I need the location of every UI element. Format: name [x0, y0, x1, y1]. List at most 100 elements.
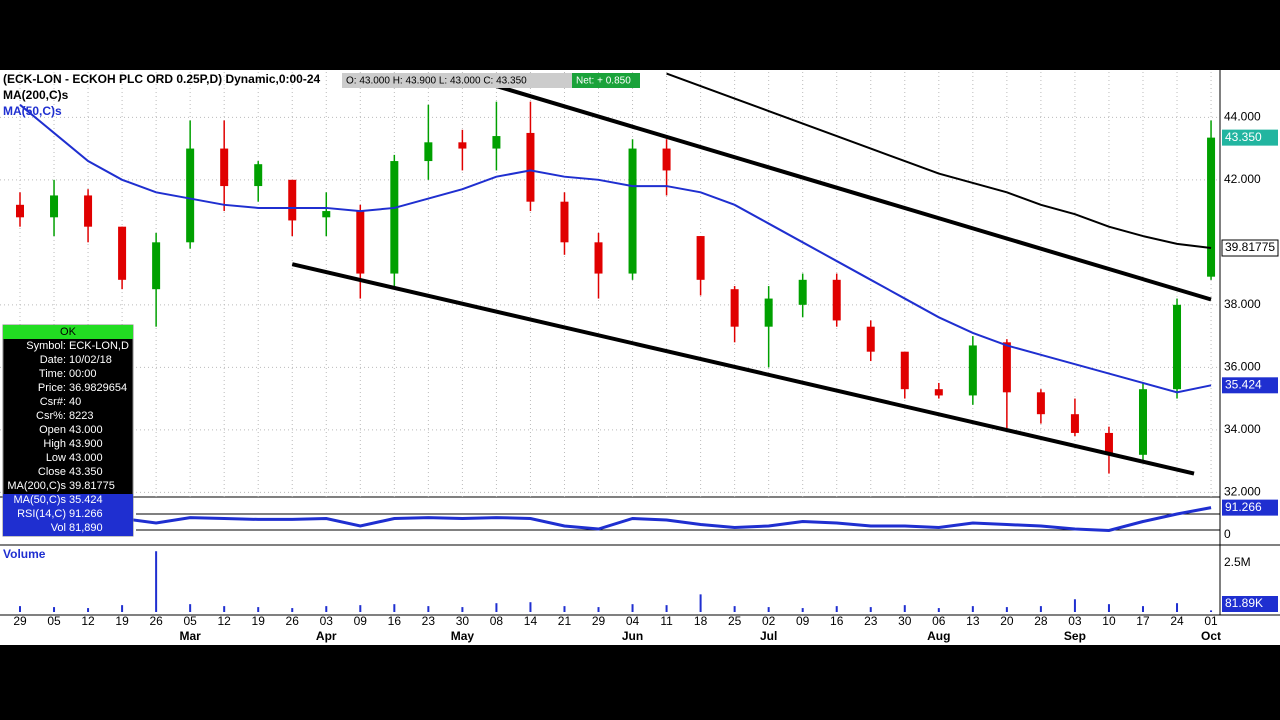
volume-bar — [121, 605, 124, 612]
y-tick-label: 44.000 — [1224, 109, 1261, 123]
volume-bar — [631, 604, 634, 612]
candle-body — [1138, 389, 1147, 455]
volume-bar — [1005, 607, 1008, 612]
x-tick-label: 23 — [864, 614, 878, 628]
dw-value: 8223 — [69, 410, 93, 422]
value-box — [1222, 129, 1278, 146]
x-tick-label: 03 — [320, 614, 334, 628]
ma-line — [666, 72, 1212, 250]
candle-body — [526, 132, 535, 202]
volume-bar — [393, 604, 396, 612]
dw-label: Price: — [38, 382, 66, 394]
candle-body — [900, 351, 909, 390]
volume-bar — [257, 607, 260, 612]
candle-body — [16, 204, 24, 218]
candle-body — [118, 226, 127, 280]
candle-body — [934, 389, 943, 396]
volume-bar — [189, 604, 192, 612]
x-tick-label: 24 — [1170, 614, 1184, 628]
dw-value: 40 — [69, 396, 81, 408]
x-tick-label: 09 — [796, 614, 810, 628]
legend-entry: MA(200,C)s — [3, 88, 69, 102]
volume-bar — [291, 608, 294, 612]
value-label: 91.266 — [1225, 500, 1262, 514]
quote-bar — [342, 73, 572, 88]
value-label: 35.424 — [1225, 377, 1262, 391]
volume-bar — [223, 606, 226, 612]
candle-body — [1070, 414, 1079, 433]
month-label: May — [451, 629, 475, 643]
quote-text: O: 43.000 H: 43.900 L: 43.000 C: 43.350 — [346, 76, 527, 87]
volume-bar — [1210, 610, 1213, 612]
volume-bar — [1039, 606, 1042, 612]
dw-label: Csr#: — [40, 396, 66, 408]
dw-value: 36.9829654 — [69, 382, 127, 394]
x-tick-label: 28 — [1034, 614, 1048, 628]
month-label: Jul — [760, 629, 777, 643]
candle-body — [84, 195, 93, 227]
candle-body — [832, 279, 841, 321]
x-tick-label: 17 — [1136, 614, 1150, 628]
dw-label: High — [43, 438, 66, 450]
volume-bar — [665, 605, 668, 612]
plot-area — [0, 72, 1220, 612]
x-tick-label: 05 — [183, 614, 197, 628]
candle-body — [696, 236, 705, 280]
month-label: Mar — [179, 629, 201, 643]
x-tick-label: 23 — [422, 614, 436, 628]
x-tick-label: 12 — [218, 614, 232, 628]
month-label: Apr — [316, 629, 337, 643]
value-box — [1222, 377, 1278, 394]
candle-body — [424, 142, 433, 162]
net-box — [572, 73, 640, 88]
x-tick-label: 26 — [149, 614, 163, 628]
x-tick-label: 06 — [932, 614, 946, 628]
volume-bar — [359, 605, 362, 612]
volume-bar — [53, 607, 56, 612]
x-tick-label: 16 — [830, 614, 844, 628]
trendline — [291, 262, 1195, 476]
x-tick-label: 11 — [660, 614, 673, 628]
candle-body — [628, 148, 637, 274]
y-tick-label: 0 — [1224, 527, 1231, 541]
dw-label: Time: — [39, 368, 66, 380]
x-tick-label: 05 — [47, 614, 61, 628]
value-box — [1222, 596, 1278, 612]
candle-body — [288, 179, 297, 221]
dw-label: MA(50,C)s — [13, 494, 66, 506]
x-tick-label: 18 — [694, 614, 708, 628]
value-box — [1222, 499, 1278, 516]
y-tick-label: 34.000 — [1224, 422, 1261, 436]
candle-body — [560, 201, 569, 243]
dw-value: 91.266 — [69, 508, 103, 520]
status-text: OK — [60, 326, 77, 338]
net-text: Net: + 0.850 — [576, 76, 631, 87]
x-tick-label: 25 — [728, 614, 742, 628]
x-tick-label: 09 — [354, 614, 368, 628]
candle-body — [492, 136, 501, 149]
volume-bar — [1107, 604, 1110, 612]
candle-body — [220, 148, 229, 187]
volume-bar — [1176, 603, 1179, 612]
volume-bar — [325, 606, 328, 612]
volume-bar — [767, 607, 770, 612]
chart-background — [0, 70, 1280, 645]
dw-label: Csr%: — [36, 410, 66, 422]
candle-body — [968, 345, 977, 396]
data-window-blue — [3, 494, 133, 536]
x-tick-label: 30 — [456, 614, 470, 628]
x-tick-label: 04 — [626, 614, 640, 628]
x-tick-label: 01 — [1204, 614, 1218, 628]
volume-bar — [155, 551, 158, 612]
y-tick-label: 32.000 — [1224, 484, 1261, 498]
candle-body — [1173, 304, 1182, 390]
candle-body — [594, 242, 603, 274]
candle-body — [152, 242, 161, 290]
trendline — [495, 84, 1212, 302]
dw-value: 81,890 — [69, 522, 103, 534]
volume-bar — [1141, 606, 1144, 612]
volume-bar — [597, 607, 600, 612]
volume-bar — [461, 607, 464, 612]
